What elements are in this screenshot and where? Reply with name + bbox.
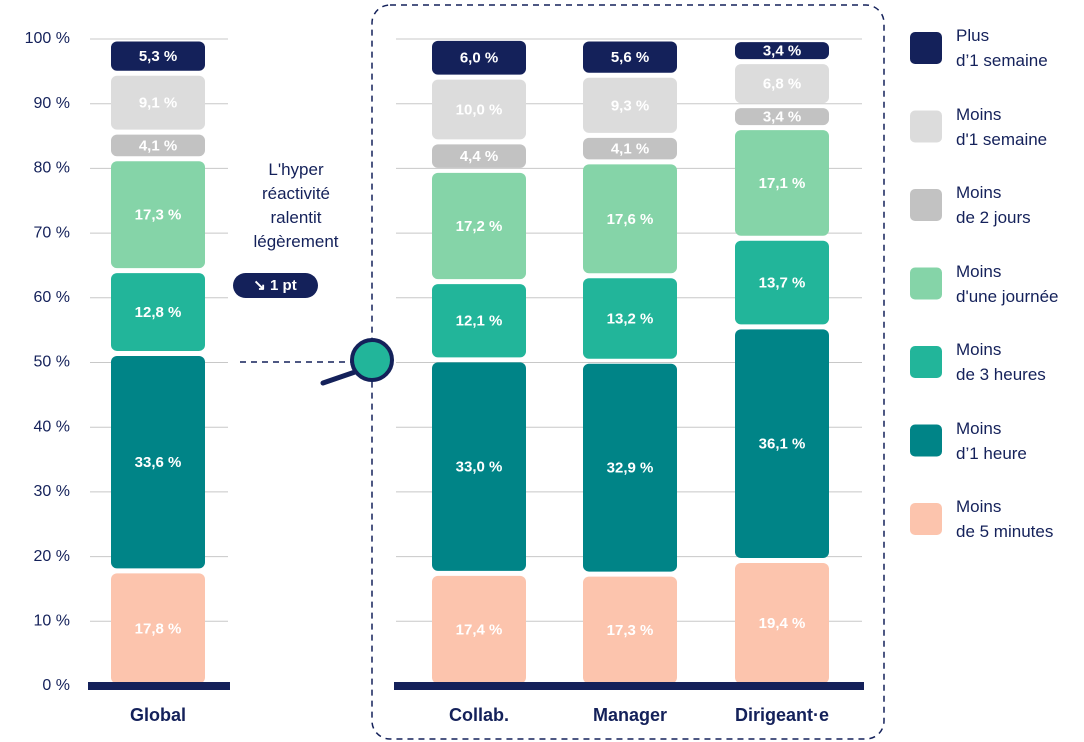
value-label: 19,4 % [759,615,806,632]
bar-segment [111,75,205,130]
y-tick-label: 10 % [34,613,70,630]
legend-label: Moins de 3 heures [956,340,1046,384]
value-label: 9,3 % [611,97,649,114]
legend-label: Moins d’1 heure [956,418,1027,463]
x-tick-label: Manager [593,705,667,725]
bar-segment [111,134,205,157]
bar-segment [432,362,526,571]
y-tick-label: 60 % [34,289,70,306]
bar-segment [583,137,677,160]
legend-swatch [910,346,942,378]
y-tick-label: 20 % [34,548,70,565]
bar-segment [432,575,526,684]
bar-segment [583,576,677,684]
y-tick-label: 0 % [42,677,70,694]
y-tick-label: 90 % [34,95,70,112]
x-tick-label: Collab. [449,705,509,725]
value-label: 5,3 % [139,48,177,65]
baseline [394,682,864,690]
bar-segment [111,273,205,351]
bar-segment [583,164,677,274]
bar-segment [735,64,829,104]
value-label: 6,0 % [460,50,498,67]
baseline [88,682,230,690]
value-label: 32,9 % [607,460,654,477]
bar-segment [111,161,205,269]
bar-segment [583,278,677,359]
legend-swatch [910,503,942,535]
legend-swatch [910,267,942,300]
bar-segment [735,130,829,236]
bar-segment [432,284,526,358]
value-label: 17,3 % [607,622,654,639]
bar-segment [111,41,205,71]
bar-segment [432,144,526,168]
value-label: 4,1 % [139,137,177,154]
legend-swatch [910,189,942,221]
value-label: 3,4 % [763,109,801,126]
value-label: 17,6 % [607,211,654,228]
value-label: 17,4 % [456,622,503,639]
value-label: 12,1 % [456,313,503,330]
value-label: 9,1 % [139,95,177,112]
y-tick-label: 100 % [25,30,70,47]
bar-segment [583,77,677,133]
bar-segment [432,40,526,75]
x-tick-label: Dirigeant·e [735,705,829,725]
bar-segment [735,240,829,325]
legend-label: Moins de 2 jours [956,183,1031,227]
badge-text: ↘ 1 pt [253,277,296,294]
value-label: 4,1 % [611,141,649,158]
value-label: 17,8 % [135,620,182,637]
value-label: 33,6 % [135,454,182,471]
legend-label: Plus d’1 semaine [956,26,1048,70]
bar-segment [583,41,677,73]
value-label: 33,0 % [456,459,503,476]
value-label: 10,0 % [456,101,503,118]
bar-segment [111,573,205,684]
bar-segment [432,79,526,140]
value-label: 36,1 % [759,436,806,453]
y-tick-label: 40 % [34,418,70,435]
legend-swatch [910,110,942,143]
value-label: 6,8 % [763,76,801,93]
bar-segment [735,329,829,558]
bar-segment [735,562,829,684]
value-label: 13,7 % [759,275,806,292]
y-tick-label: 30 % [34,483,70,500]
value-label: 17,2 % [456,218,503,235]
value-label: 3,4 % [763,43,801,60]
value-label: 13,2 % [607,310,654,327]
legend-swatch [910,424,942,457]
bar-segment [583,363,677,572]
bar-segment [111,355,205,569]
magnifier [320,338,394,386]
value-label: 17,1 % [759,175,806,192]
x-tick-label: Global [130,705,186,725]
legend-label: Moins d'une journée [956,261,1059,306]
legend-label: Moins d'1 semaine [956,104,1048,149]
y-tick-label: 70 % [34,224,70,241]
y-tick-label: 50 % [34,354,70,371]
legend-label: Moins de 5 minutes [956,497,1054,541]
annotation: L'hyper réactivité ralentit légèrement [253,160,339,251]
value-label: 4,4 % [460,148,498,165]
bar-segment [432,172,526,280]
badge [233,273,318,298]
value-label: 17,3 % [135,207,182,224]
legend-swatch [910,32,942,64]
y-tick-label: 80 % [34,160,70,177]
bar-segment [735,108,829,126]
value-label: 12,8 % [135,304,182,321]
bar-segment [735,42,829,60]
value-label: 5,6 % [611,49,649,66]
